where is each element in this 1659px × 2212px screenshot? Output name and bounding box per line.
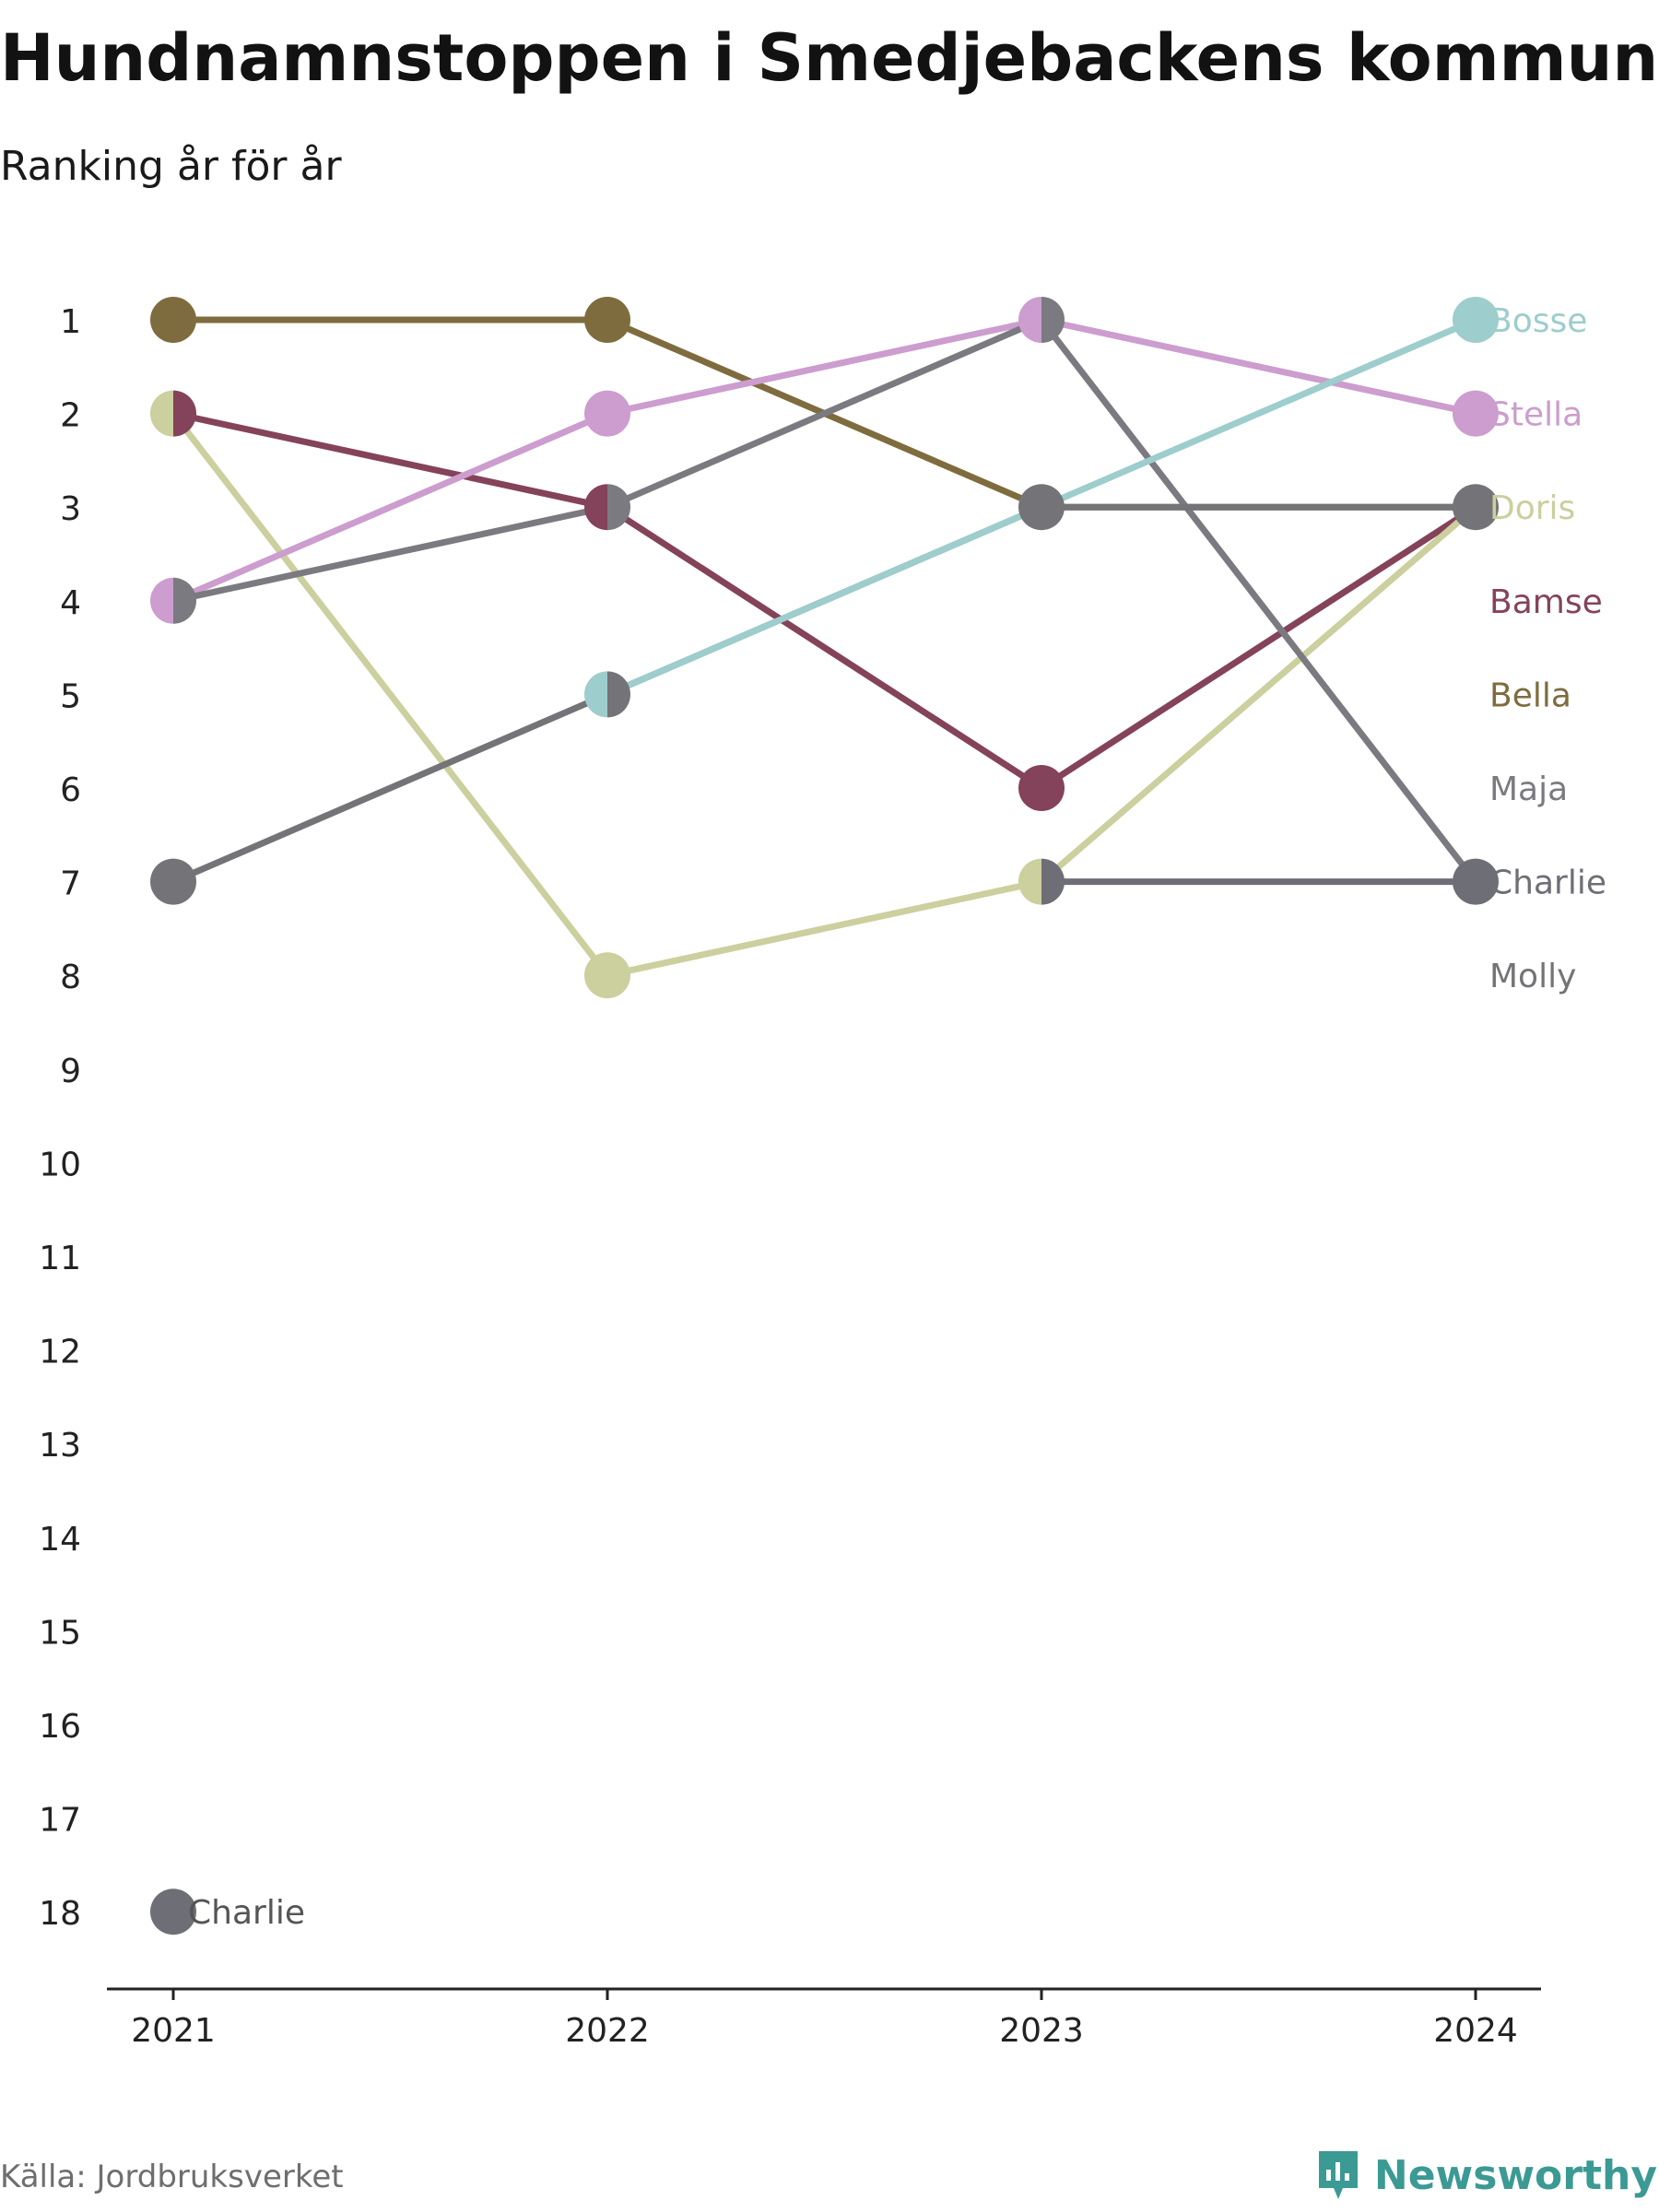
marker-bamse (1018, 765, 1065, 811)
marker-doris (1018, 858, 1041, 905)
series-label-charlie: Charlie (1489, 865, 1606, 902)
marker-charlie (1453, 858, 1499, 905)
series-label-maja: Maja (1489, 771, 1568, 808)
y-tick-label: 12 (39, 1334, 81, 1371)
series-label-molly: Molly (1489, 958, 1576, 995)
y-tick-label: 14 (39, 1521, 81, 1559)
series-label-bamse: Bamse (1489, 583, 1603, 621)
series-line-bosse (1038, 316, 1479, 511)
y-tick-label: 9 (60, 1053, 81, 1090)
y-tick-label: 5 (60, 677, 81, 715)
y-tick-label: 4 (60, 584, 81, 622)
marker-molly (150, 858, 196, 905)
series-line-maja (604, 316, 1045, 511)
marker-molly (1453, 484, 1499, 531)
series-line-molly (170, 690, 611, 886)
marker-stella (150, 577, 173, 624)
y-tick-label: 2 (60, 397, 81, 435)
chart-subtitle: Ranking år för år (0, 143, 342, 190)
y-tick-label: 18 (39, 1895, 81, 1933)
marker-bella (150, 297, 196, 343)
y-tick-label: 15 (39, 1614, 81, 1652)
series-label-stella: Stella (1489, 396, 1583, 434)
marker-bamse (173, 390, 197, 437)
marker-charlie (1041, 858, 1065, 905)
x-tick-label: 2021 (131, 2012, 216, 2050)
y-tick-label: 3 (60, 490, 81, 528)
marker-molly (1018, 484, 1065, 531)
series-line-bamse (170, 410, 611, 511)
x-tick-label: 2022 (565, 2012, 650, 2050)
y-tick-label: 1 (60, 303, 81, 341)
series-line-stella (1038, 316, 1479, 418)
marker-stella (1453, 390, 1499, 437)
series-label-bella: Bella (1489, 677, 1571, 714)
series-line-stella (170, 410, 611, 605)
marker-bosse (1453, 297, 1499, 343)
marker-stella (1018, 297, 1041, 343)
series-line-bamse (604, 503, 1045, 792)
marker-maja (607, 484, 630, 531)
marker-bosse (583, 671, 607, 718)
brand-name: Newsworthy (1373, 2151, 1657, 2199)
marker-maja (173, 577, 197, 624)
marker-doris (584, 952, 630, 999)
y-tick-label: 8 (60, 959, 81, 996)
x-tick-label: 2023 (999, 2012, 1084, 2050)
brand-logo[interactable]: Newsworthy (1315, 2147, 1657, 2203)
y-tick-label: 17 (39, 1802, 81, 1840)
marker-bamse (583, 484, 607, 531)
series-line-doris (604, 878, 1045, 979)
point-label-charlie: Charlie (188, 1894, 305, 1932)
chart-title: Hundnamnstoppen i Smedjebackens kommun (0, 20, 1659, 96)
y-tick-label: 10 (39, 1146, 81, 1183)
marker-stella (584, 390, 630, 437)
marker-doris (150, 390, 173, 437)
x-tick-label: 2024 (1433, 2012, 1518, 2050)
marker-charlie (150, 1888, 196, 1936)
y-tick-label: 16 (39, 1708, 81, 1746)
source-note: Källa: Jordbruksverket (0, 2159, 344, 2195)
marker-molly (607, 671, 630, 718)
series-line-maja (170, 503, 611, 605)
series-label-bosse: Bosse (1489, 302, 1587, 340)
y-tick-label: 11 (39, 1240, 81, 1277)
y-tick-label: 7 (60, 865, 81, 903)
series-label-doris: Doris (1489, 489, 1575, 527)
series-line-stella (604, 316, 1045, 418)
series-line-doris (170, 410, 611, 979)
y-tick-label: 13 (39, 1427, 81, 1465)
marker-bella (584, 297, 630, 343)
series-line-bosse (604, 503, 1045, 698)
series-line-doris (1038, 503, 1479, 886)
series-line-bamse (1038, 503, 1479, 792)
newsworthy-logo-icon (1318, 2151, 1358, 2199)
marker-maja (1041, 297, 1065, 343)
y-tick-label: 6 (60, 771, 81, 809)
series-line-maja (1038, 316, 1479, 886)
